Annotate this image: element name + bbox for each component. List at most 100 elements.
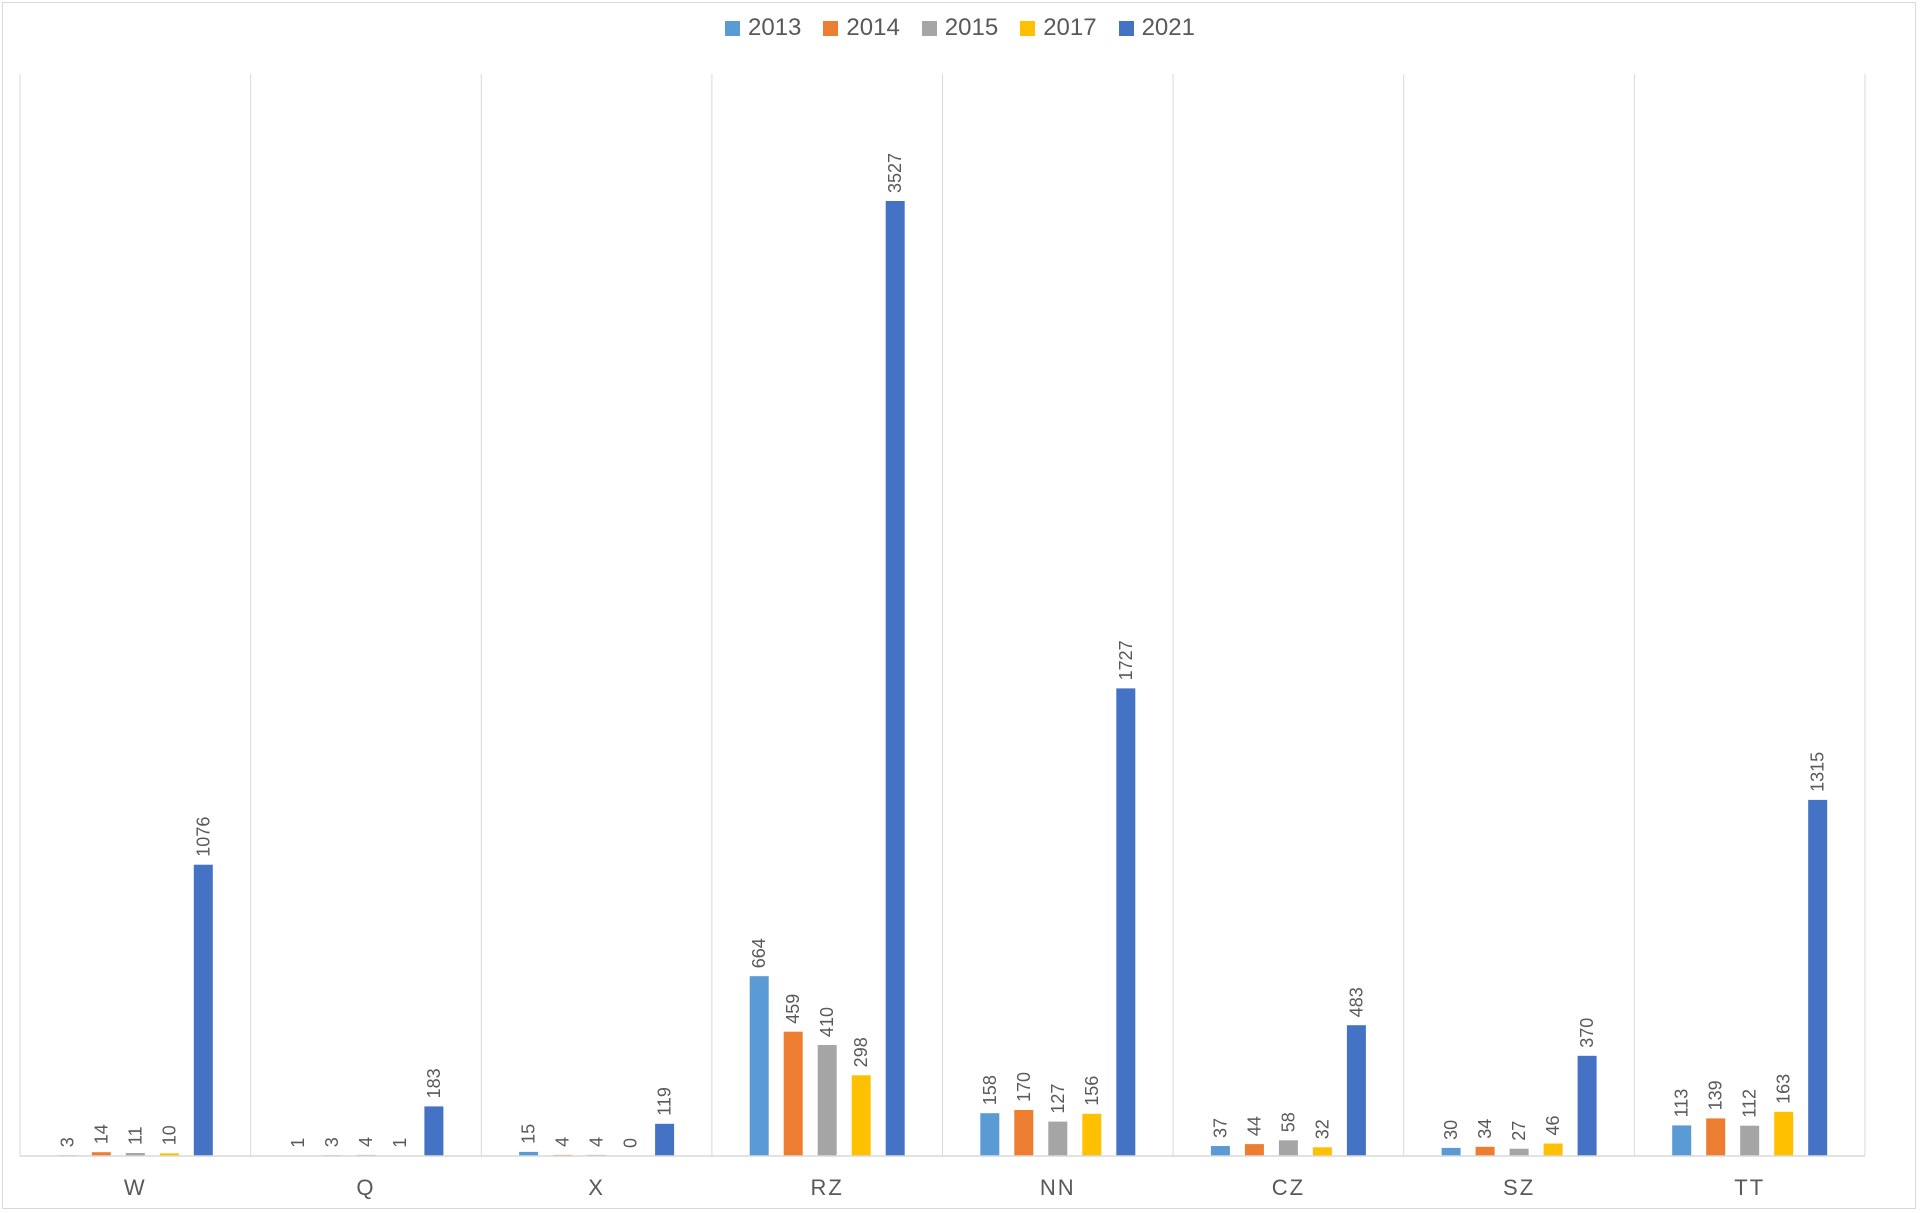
bar-W-2021 — [193, 864, 213, 1156]
bar-X-2021 — [655, 1123, 675, 1156]
bar-CZ-2021 — [1346, 1025, 1366, 1156]
bar-CZ-2014 — [1244, 1144, 1264, 1156]
data-label-RZ-2021: 3527 — [885, 153, 905, 193]
legend-swatch-2015 — [921, 20, 937, 36]
legend-item-2015: 2015 — [921, 14, 999, 42]
data-label-RZ-2015: 410 — [817, 1007, 837, 1037]
bar-RZ-2015 — [817, 1045, 837, 1156]
legend-item-2013: 2013 — [725, 14, 801, 42]
bar-CZ-2013 — [1210, 1146, 1230, 1156]
data-label-SZ-2013: 30 — [1441, 1120, 1461, 1140]
data-label-CZ-2015: 58 — [1278, 1112, 1298, 1132]
data-label-CZ-2014: 44 — [1244, 1116, 1264, 1136]
bar-SZ-2017 — [1543, 1143, 1563, 1156]
data-label-NN-2021: 1727 — [1116, 640, 1136, 680]
data-label-X-2014: 4 — [553, 1137, 573, 1147]
data-label-SZ-2014: 34 — [1475, 1119, 1495, 1139]
data-label-SZ-2017: 46 — [1543, 1115, 1563, 1135]
data-label-SZ-2021: 370 — [1577, 1018, 1597, 1048]
category-label-RZ: RZ — [811, 1175, 844, 1200]
bar-TT-2021 — [1808, 799, 1828, 1156]
bar-TT-2013 — [1672, 1125, 1692, 1156]
legend-item-2017: 2017 — [1020, 14, 1097, 42]
data-label-W-2017: 10 — [159, 1125, 179, 1145]
legend-item-2014: 2014 — [823, 14, 900, 42]
bar-W-2017 — [159, 1153, 179, 1156]
category-label-SZ: SZ — [1503, 1175, 1535, 1200]
bar-TT-2015 — [1740, 1125, 1760, 1156]
bar-RZ-2013 — [749, 976, 769, 1156]
data-label-W-2013: 3 — [57, 1137, 77, 1147]
bar-TT-2017 — [1774, 1111, 1794, 1156]
bar-TT-2014 — [1706, 1118, 1726, 1156]
legend-swatch-2013 — [725, 20, 741, 36]
legend-label-2015: 2015 — [944, 14, 999, 41]
bar-CZ-2017 — [1312, 1147, 1332, 1156]
legend-label-2021: 2021 — [1141, 14, 1195, 41]
data-label-W-2015: 11 — [125, 1126, 145, 1145]
data-label-X-2017: 0 — [621, 1138, 641, 1148]
bars — [57, 201, 1828, 1156]
bar-X-2013 — [519, 1151, 539, 1156]
data-label-NN-2015: 127 — [1048, 1084, 1068, 1114]
data-label-RZ-2013: 664 — [749, 938, 769, 968]
data-label-X-2021: 119 — [655, 1087, 675, 1116]
bar-CZ-2015 — [1278, 1140, 1298, 1156]
bar-Q-2021 — [424, 1106, 444, 1156]
gridlines — [19, 74, 1866, 1156]
category-label-Q: Q — [356, 1175, 375, 1200]
data-label-NN-2017: 156 — [1082, 1076, 1102, 1106]
data-label-CZ-2013: 37 — [1210, 1118, 1230, 1138]
legend-label-2013: 2013 — [748, 14, 802, 41]
data-label-TT-2014: 139 — [1706, 1080, 1726, 1110]
category-label-NN: NN — [1040, 1175, 1076, 1200]
category-label-W: W — [124, 1175, 147, 1200]
legend-swatch-2014 — [823, 20, 839, 36]
legend-item-2021: 2021 — [1118, 14, 1195, 42]
legend-label-2014: 2014 — [846, 14, 900, 41]
bar-W-2015 — [125, 1153, 145, 1156]
data-label-CZ-2017: 32 — [1312, 1119, 1332, 1139]
category-label-CZ: CZ — [1272, 1175, 1305, 1200]
legend-label-2017: 2017 — [1043, 14, 1097, 41]
data-label-W-2014: 14 — [91, 1124, 111, 1144]
legend-swatch-2017 — [1020, 20, 1036, 36]
bar-NN-2017 — [1082, 1113, 1102, 1156]
bar-SZ-2013 — [1441, 1147, 1461, 1156]
data-label-TT-2021: 1315 — [1808, 752, 1828, 792]
bar-NN-2014 — [1014, 1110, 1034, 1156]
bar-NN-2015 — [1048, 1121, 1068, 1156]
bar-RZ-2017 — [851, 1075, 871, 1156]
bar-SZ-2015 — [1509, 1148, 1529, 1156]
chart-legend: 2013 2014 2015 2017 2021 — [0, 14, 1920, 42]
category-labels: W Q X RZ NN CZ SZ TT — [124, 1175, 1765, 1200]
data-label-RZ-2017: 298 — [851, 1037, 871, 1067]
data-label-SZ-2015: 27 — [1509, 1121, 1529, 1141]
data-label-X-2015: 4 — [587, 1137, 607, 1147]
bar-SZ-2014 — [1475, 1146, 1495, 1156]
bar-SZ-2021 — [1577, 1055, 1597, 1156]
data-label-TT-2017: 163 — [1774, 1074, 1794, 1104]
data-label-Q-2013: 1 — [288, 1138, 308, 1148]
legend-swatch-2021 — [1118, 20, 1134, 36]
data-label-Q-2017: 1 — [390, 1138, 410, 1148]
bar-NN-2021 — [1116, 688, 1136, 1156]
data-label-TT-2013: 113 — [1672, 1089, 1692, 1118]
data-label-X-2013: 15 — [519, 1124, 539, 1144]
data-label-W-2021: 1076 — [193, 817, 213, 857]
category-label-TT: TT — [1734, 1175, 1765, 1200]
data-label-NN-2013: 158 — [980, 1075, 1000, 1105]
data-label-Q-2021: 183 — [424, 1068, 444, 1098]
bar-RZ-2021 — [885, 201, 905, 1156]
data-label-TT-2015: 112 — [1740, 1089, 1760, 1118]
bar-NN-2013 — [980, 1113, 1000, 1156]
category-label-X: X — [588, 1175, 605, 1200]
data-label-NN-2014: 170 — [1014, 1072, 1034, 1102]
bar-W-2014 — [91, 1152, 111, 1156]
data-label-Q-2014: 3 — [322, 1137, 342, 1147]
data-label-Q-2015: 4 — [356, 1137, 376, 1147]
bar-RZ-2014 — [783, 1031, 803, 1156]
